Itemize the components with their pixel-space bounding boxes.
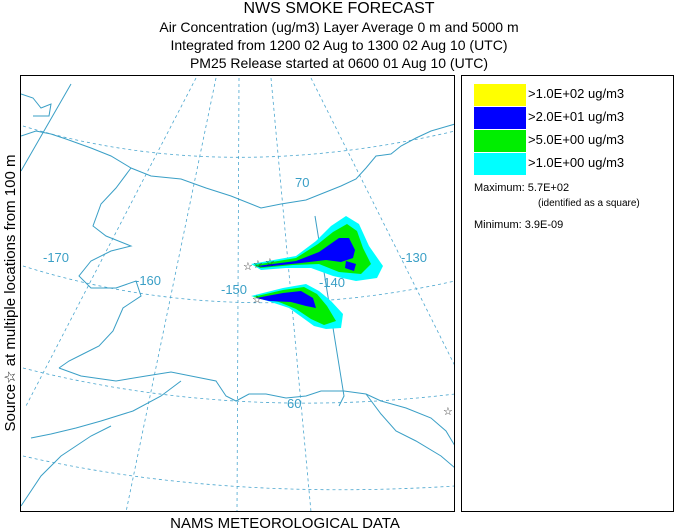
source-star-5: ☆ [443, 405, 453, 418]
coast-west [58, 167, 142, 369]
legend-label: >5.0E+00 ug/m3 [528, 132, 625, 147]
maximum-value: Maximum: 5.7E+02 [474, 182, 570, 194]
graticule-lon-160 [125, 77, 217, 511]
coast-south [58, 367, 454, 446]
coastline [21, 93, 454, 507]
legend-swatch [474, 84, 526, 106]
legend-swatch [474, 130, 526, 152]
graticule-lon-150 [236, 77, 240, 511]
coast-north [21, 123, 454, 209]
source-star-4: ☆ [252, 293, 262, 306]
release-start: PM25 Release started at 0600 01 Aug 10 (… [189, 55, 489, 71]
graticule-lat-55 [22, 455, 454, 491]
coast-southwest [30, 380, 182, 439]
plume-north-core [343, 241, 351, 252]
source-star-2: ☆ [253, 258, 263, 271]
plume-south-level3 [256, 291, 316, 308]
concentration-description: Air Concentration (ug/m3) Layer Average … [159, 19, 519, 35]
plume-north-spot [345, 261, 356, 271]
smoke-plume-south [251, 284, 343, 329]
smoke-map: ☆ ☆ ☆ ☆ ☆ -170 -160 -150 -140 -130 70 60 [20, 75, 455, 512]
legend-swatch [474, 107, 526, 129]
coast-peninsula [21, 425, 112, 507]
smoke-plume-north [251, 216, 383, 281]
source-label-text: Source☆ at multiple locations from 100 m [2, 154, 19, 432]
lon-label-150: -150 [221, 282, 247, 297]
lon-label-140: -140 [319, 275, 345, 290]
lat-label-60: 60 [287, 396, 301, 411]
plume-north-level3 [257, 238, 355, 267]
minimum-value: Minimum: 3.9E-09 [474, 219, 564, 231]
lon-label-160: -160 [135, 273, 161, 288]
lat-label-70: 70 [295, 175, 309, 190]
graticule-lat-60 [22, 367, 454, 404]
source-star-1: ☆ [243, 260, 253, 273]
legend-swatch [474, 153, 526, 175]
legend-panel: >1.0E+02 ug/m3 >2.0E+01 ug/m3 >5.0E+00 u… [461, 75, 674, 512]
coast-inlet [365, 393, 454, 468]
map-canvas: ☆ ☆ ☆ ☆ ☆ -170 -160 -150 -140 -130 70 60 [21, 77, 454, 511]
maximum-note: (identified as a square) [538, 198, 640, 209]
legend-label: >1.0E+02 ug/m3 [528, 86, 625, 101]
forecast-title: NWS SMOKE FORECAST [243, 0, 435, 17]
source-side-label: Source☆ at multiple locations from 100 m [0, 75, 20, 512]
integration-period: Integrated from 1200 02 Aug to 1300 02 A… [170, 37, 508, 53]
source-markers: ☆ ☆ ☆ ☆ ☆ [243, 256, 453, 418]
lon-label-170: -170 [43, 250, 69, 265]
legend-label: >2.0E+01 ug/m3 [528, 109, 625, 124]
coast-west-top [21, 93, 52, 117]
legend-label: >1.0E+00 ug/m3 [528, 155, 625, 170]
graticule-lat-70 [22, 125, 454, 158]
source-star-3: ☆ [265, 256, 275, 269]
grid-labels: -170 -160 -150 -140 -130 70 60 [43, 175, 427, 411]
border-line [21, 83, 345, 407]
graticule-lon-170 [25, 77, 197, 407]
lon-label-130: -130 [401, 250, 427, 265]
data-source-footer: NAMS METEOROLOGICAL DATA [170, 515, 400, 532]
